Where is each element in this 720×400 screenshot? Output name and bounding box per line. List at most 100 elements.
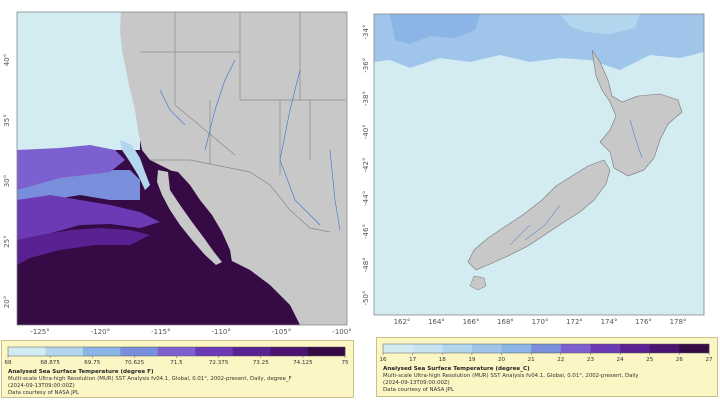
north-island (591, 49, 683, 177)
latitude-label: 30° (3, 175, 11, 187)
legend-source: Multi-scale Ultra-high Resolution (MUR) … (8, 376, 292, 382)
rivers (159, 59, 341, 231)
colorbar-swatch (120, 347, 159, 356)
longitude-label: 166° (463, 318, 480, 326)
colorbar-swatch (412, 344, 443, 353)
south-island (467, 159, 611, 271)
colorbar-swatch (620, 344, 651, 353)
longitude-label: -105° (272, 328, 291, 336)
colorbar-swatch (232, 347, 271, 356)
left-legend: 68 68.875 69.75 70.625 71.5 72.375 73.25 74.125… (1, 340, 354, 398)
longitude-label: -125° (30, 328, 49, 336)
latitude-label: -50° (362, 291, 370, 306)
legend-title: Analysed Sea Surface Temperature (degree… (383, 366, 530, 372)
ocean-band-2 (17, 145, 125, 190)
longitude-label: -120° (91, 328, 110, 336)
longitude-label: 176° (635, 318, 652, 326)
right-legend: 16 17 18 19 20 21 22 23 24 25 26 27 Analysed Sea Su… (376, 337, 718, 397)
colorbar-tick-label: 69.75 (84, 360, 100, 366)
colorbar-swatch (471, 344, 502, 353)
colorbar-frame (382, 343, 710, 354)
colorbar-swatch (560, 344, 591, 353)
colorbar-tick-label: 20 (498, 357, 506, 363)
colorbar-swatch (307, 347, 346, 356)
rivers (509, 119, 643, 246)
colorbar-tick-label: 68 (4, 360, 12, 366)
longitude-label: -100° (332, 328, 351, 336)
colorbar-tick-label: 18 (439, 357, 447, 363)
colorbar-tick-label: 22 (557, 357, 564, 363)
colorbar-swatch (82, 347, 121, 356)
colorbar-swatch (8, 347, 46, 356)
map-frame (16, 11, 348, 326)
latitude-label: -46° (362, 224, 370, 239)
longitude-label: -115° (151, 328, 170, 336)
longitude-axis: -125° -120° -115° -110° -105° -100° (30, 328, 351, 336)
colorbar-swatch (157, 347, 196, 356)
latitude-label: -34° (362, 25, 370, 40)
longitude-label: 178° (670, 318, 687, 326)
legend-credit: Data courtesy of NASA JPL (8, 390, 80, 396)
latitude-label: 40° (3, 54, 11, 66)
colorbar-tick-label: 23 (587, 357, 595, 363)
colorbar-tick-label: 73.25 (253, 360, 269, 366)
colorbar-swatch (270, 347, 308, 356)
colorbar-swatch (590, 344, 621, 353)
map-frame (373, 13, 705, 316)
colorbar-tick-label: 16 (379, 357, 387, 363)
colorbar-swatch (649, 344, 680, 353)
colorbar-tick-label: 19 (468, 357, 476, 363)
longitude-label: 162° (394, 318, 411, 326)
latitude-label: -42° (362, 158, 370, 173)
latitude-label: -36° (362, 58, 370, 73)
latitude-label: -44° (362, 191, 370, 206)
longitude-label: 174° (601, 318, 618, 326)
colorbar-tick-label: 17 (409, 357, 417, 363)
legend-source: Multi-scale Ultra-high Resolution (MUR) … (383, 373, 639, 379)
colorbar-tick-label: 68.875 (40, 360, 60, 366)
longitude-label: 170° (532, 318, 549, 326)
left-colorbar: 68 68.875 69.75 70.625 71.5 72.375 73.25 74.125… (4, 346, 349, 366)
longitude-label: -110° (212, 328, 231, 336)
ocean-band-3 (17, 195, 160, 245)
colorbar-tick-label: 75 (341, 360, 349, 366)
ocean-warm-patch-2 (560, 14, 640, 34)
colorbar-tick-label: 71.5 (170, 360, 183, 366)
colorbar-swatch (195, 347, 233, 356)
stewart-island (469, 275, 487, 291)
longitude-label: 164° (428, 318, 445, 326)
ocean (374, 14, 704, 315)
colorbar-swatch (501, 344, 532, 353)
longitude-label: 168° (497, 318, 514, 326)
ocean-cool-north (17, 12, 140, 150)
legend-credit: Data courtesy of NASA JPL (383, 387, 455, 393)
left-map-panel: -125° -120° -115° -110° -105° -100° 40° 35° 30°… (0, 0, 356, 400)
colorbar-swatch (442, 344, 473, 353)
ocean-band-4 (17, 228, 150, 265)
legend-date: (2024-09-13T09:00:00Z) (8, 383, 75, 389)
colorbar-tick-label: 70.625 (125, 360, 145, 366)
colorbar-tick-label: 24 (617, 357, 625, 363)
legend-title: Analysed Sea Surface Temperature (degree… (8, 369, 154, 375)
latitude-label: 20° (3, 296, 11, 308)
colorbar-tick-label: 74.125 (293, 360, 313, 366)
colorbar-swatch (45, 347, 84, 356)
right-map-panel: 162° 164° 166° 168° 170° 172° 174° 176° 178° -34… (360, 0, 720, 400)
colorbar-tick-label: 27 (705, 357, 713, 363)
latitude-axis: 40° 35° 30° 25° 20° (3, 54, 11, 308)
latitude-label: 35° (3, 114, 11, 126)
latitude-label: -48° (362, 257, 370, 272)
longitude-axis: 162° 164° 166° 168° 170° 172° 174° 176° 178° (394, 318, 687, 326)
colorbar-tick-label: 25 (646, 357, 654, 363)
ocean-warm-patch (390, 14, 480, 44)
latitude-axis: -34° -36° -38° -40° -42° -44° -46° -48° -50° (362, 25, 370, 306)
right-map[interactable]: 162° 164° 166° 168° 170° 172° 174° 176° 178° -34… (360, 0, 720, 336)
left-map[interactable]: -125° -120° -115° -110° -105° -100° 40° 35° 30°… (0, 0, 356, 340)
colorbar-swatch (679, 344, 710, 353)
baja-peninsula (157, 170, 222, 265)
coastal-cool-streak (120, 140, 150, 190)
colorbar-swatch (531, 344, 562, 353)
colorbar-tick-label: 21 (528, 357, 536, 363)
colorbar-tick-label: 26 (676, 357, 684, 363)
latitude-label: 25° (3, 235, 11, 247)
